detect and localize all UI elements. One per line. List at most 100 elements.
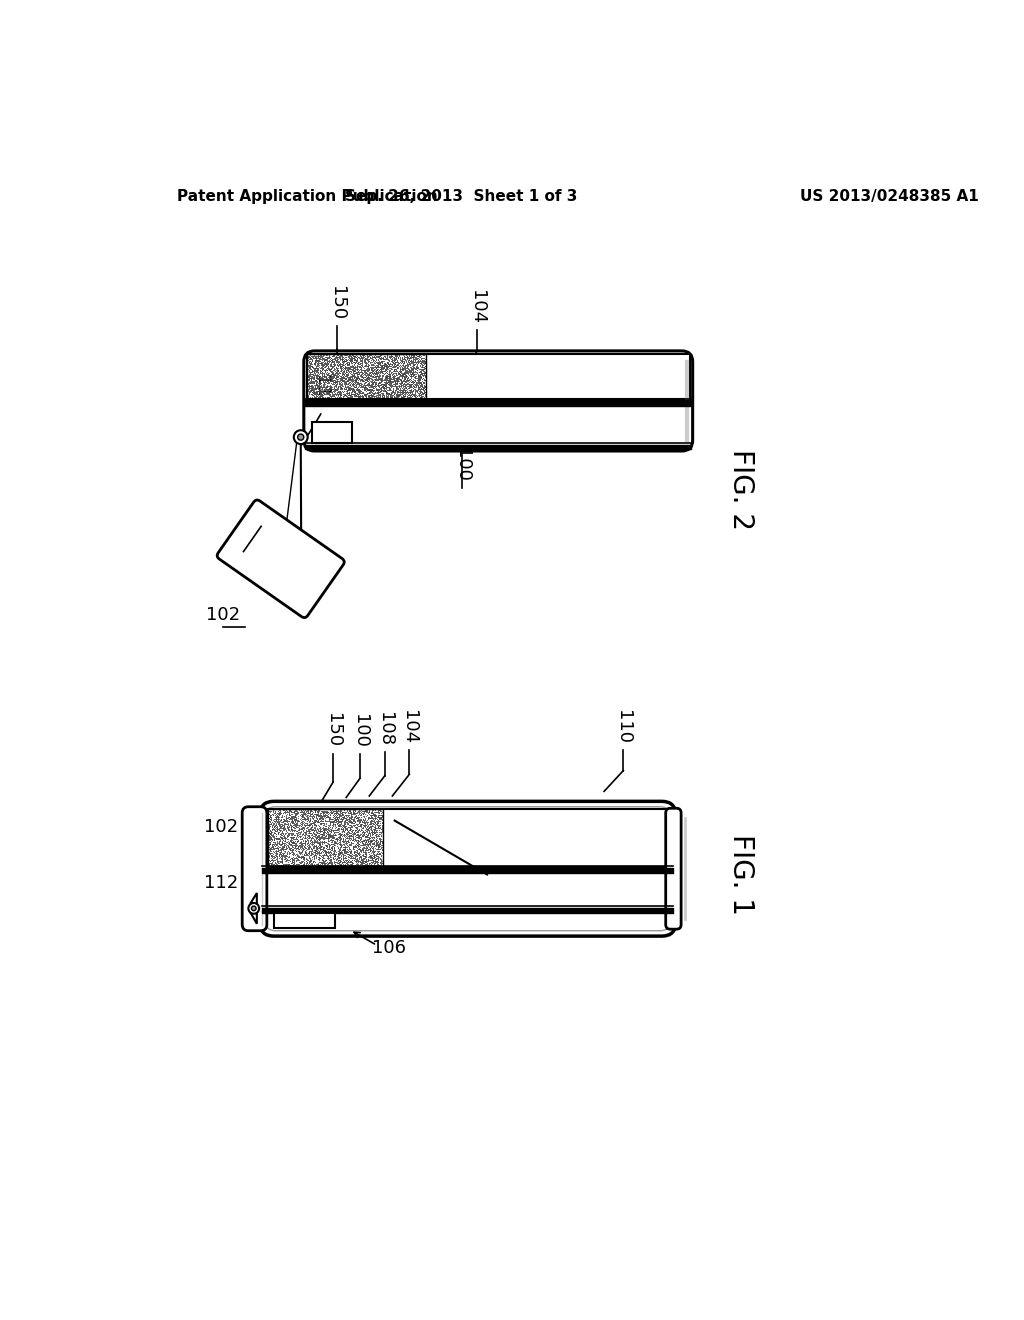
Point xyxy=(288,854,304,875)
Point xyxy=(413,364,429,385)
Point xyxy=(318,376,335,397)
Point xyxy=(380,364,396,385)
Point xyxy=(317,850,334,871)
Point xyxy=(306,364,323,385)
Point xyxy=(307,812,324,833)
Point xyxy=(348,383,365,404)
Point xyxy=(385,348,401,370)
Point xyxy=(295,849,311,870)
Point xyxy=(407,345,423,366)
Point xyxy=(345,364,361,385)
Point xyxy=(347,855,364,876)
Point xyxy=(323,846,339,867)
Point xyxy=(313,355,330,376)
Point xyxy=(351,816,368,837)
Point xyxy=(350,836,367,857)
Point xyxy=(317,355,334,376)
Point xyxy=(416,363,432,384)
Point xyxy=(346,808,362,829)
Point xyxy=(350,807,367,828)
Point xyxy=(400,379,417,400)
Point xyxy=(326,837,342,858)
Point xyxy=(335,854,351,875)
Point xyxy=(371,354,387,375)
Point xyxy=(296,813,312,834)
Point xyxy=(327,383,343,404)
Point xyxy=(385,381,401,403)
Point xyxy=(361,821,378,842)
Point xyxy=(328,829,344,850)
Point xyxy=(341,854,357,875)
Point xyxy=(392,359,409,380)
Point xyxy=(361,816,378,837)
Point xyxy=(313,370,330,391)
Point xyxy=(281,836,297,857)
Point xyxy=(266,853,283,874)
Point xyxy=(367,807,383,828)
Point xyxy=(319,801,336,822)
Point xyxy=(357,370,374,391)
Point xyxy=(345,380,361,401)
Point xyxy=(357,849,374,870)
Point xyxy=(384,355,400,376)
Point xyxy=(360,368,377,389)
Point xyxy=(338,842,354,863)
Point xyxy=(330,845,346,866)
Point xyxy=(330,846,346,867)
Point xyxy=(397,346,414,367)
Point xyxy=(406,387,422,408)
Point xyxy=(331,810,347,832)
Point xyxy=(359,346,376,367)
Point xyxy=(374,818,390,840)
Point xyxy=(350,833,367,854)
Point xyxy=(275,836,292,857)
Point xyxy=(340,832,356,853)
Point xyxy=(407,367,423,388)
Point xyxy=(334,814,350,836)
Point xyxy=(361,345,378,366)
Point xyxy=(345,830,361,851)
Point xyxy=(341,347,357,368)
Point xyxy=(354,352,371,374)
Point xyxy=(312,384,329,405)
Point xyxy=(308,364,325,385)
Point xyxy=(290,849,306,870)
Point xyxy=(339,807,355,828)
Point xyxy=(371,352,387,374)
Point xyxy=(341,351,357,372)
Point xyxy=(288,813,304,834)
Point xyxy=(273,813,290,834)
Point xyxy=(305,364,322,385)
Point xyxy=(344,385,360,407)
Point xyxy=(350,385,367,407)
Point xyxy=(367,847,383,869)
Point xyxy=(390,376,407,397)
Point xyxy=(315,851,332,873)
Point xyxy=(381,364,397,385)
Point xyxy=(297,834,313,855)
Point xyxy=(330,809,346,830)
Point xyxy=(295,854,311,875)
Point xyxy=(316,805,333,826)
Point xyxy=(325,828,341,849)
Point xyxy=(375,356,391,378)
Point xyxy=(294,843,310,865)
Point xyxy=(412,367,428,388)
Point xyxy=(389,371,406,392)
Point xyxy=(343,818,359,840)
Point xyxy=(263,853,280,874)
Point xyxy=(321,370,337,391)
Point xyxy=(294,851,310,873)
Point xyxy=(344,384,360,405)
Point xyxy=(384,356,400,378)
Point xyxy=(407,348,423,370)
Point xyxy=(304,853,321,874)
Point xyxy=(304,371,321,392)
Point xyxy=(396,380,413,401)
Point xyxy=(310,347,327,368)
Point xyxy=(297,830,313,851)
Point xyxy=(318,824,335,845)
Point xyxy=(406,345,422,366)
Point xyxy=(311,854,328,875)
Point xyxy=(309,849,326,870)
